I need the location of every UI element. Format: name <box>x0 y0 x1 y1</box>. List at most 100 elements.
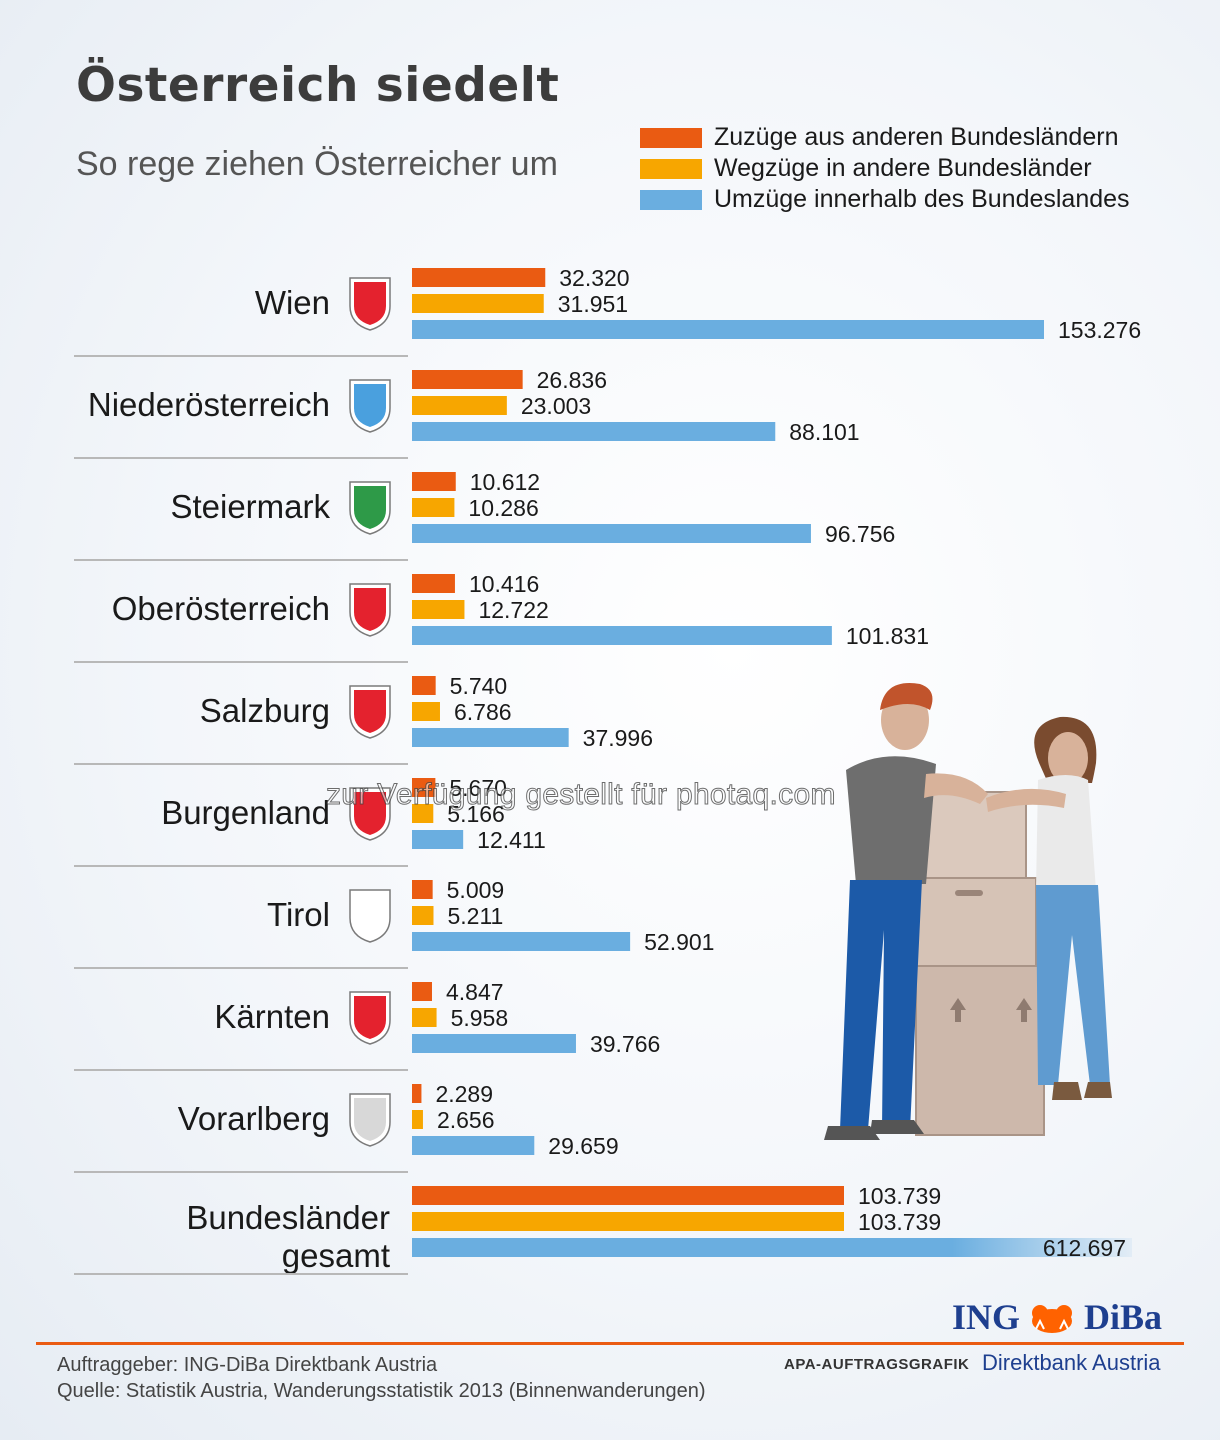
coat-of-arms-field <box>354 282 386 325</box>
coat-of-arms-field <box>354 588 386 631</box>
coat-of-arms-field <box>354 996 386 1039</box>
bar-wegzuege <box>412 1008 437 1027</box>
bank-name: Direktbank Austria <box>982 1350 1161 1375</box>
category-label: Steiermark <box>170 488 330 525</box>
legend-label-zuzuege: Zuzüge aus anderen Bundesländern <box>714 123 1119 151</box>
bar-zuzuege <box>412 1186 844 1205</box>
category-label: Salzburg <box>200 692 330 729</box>
legend-label-wegzuege: Wegzüge in andere Bundesländer <box>714 154 1092 182</box>
coat-of-arms-field <box>354 1098 386 1141</box>
bar-wegzuege <box>412 396 507 415</box>
apa-credit: APA-AUFTRAGSGRAFIK <box>784 1356 970 1373</box>
bar-umzuege <box>412 728 569 747</box>
coat-of-arms-field <box>354 792 386 835</box>
data-label-wegzuege: 10.286 <box>468 495 538 521</box>
category-label: Burgenland <box>161 794 330 831</box>
data-label-zuzuege: 2.289 <box>435 1081 493 1107</box>
bar-wegzuege <box>412 498 455 517</box>
bar-umzuege <box>412 1136 535 1155</box>
data-label-umzuege: 612.697 <box>1043 1235 1126 1261</box>
ing-diba-logo: ING DiBa <box>952 1296 1162 1338</box>
data-label-wegzuege: 23.003 <box>521 393 591 419</box>
data-label-zuzuege: 10.416 <box>469 571 539 597</box>
chart-subtitle: So rege ziehen Österreicher um <box>76 145 558 183</box>
data-label-wegzuege: 103.739 <box>858 1209 941 1235</box>
category-label: Vorarlberg <box>178 1100 330 1137</box>
bar-zuzuege <box>412 472 456 491</box>
bar-umzuege <box>412 830 464 849</box>
data-label-umzuege: 52.901 <box>644 929 714 955</box>
data-label-wegzuege: 31.951 <box>558 291 628 317</box>
legend-swatch-zuzuege <box>640 127 702 148</box>
category-label: gesamt <box>282 1237 390 1274</box>
data-label-umzuege: 37.996 <box>583 725 653 751</box>
lion-icon <box>1032 1305 1073 1333</box>
data-label-umzuege: 101.831 <box>846 623 929 649</box>
data-label-wegzuege: 12.722 <box>478 597 548 623</box>
bar-zuzuege <box>412 778 436 797</box>
data-label-zuzuege: 5.670 <box>449 775 507 801</box>
data-label-zuzuege: 4.847 <box>446 979 504 1005</box>
data-label-wegzuege: 5.211 <box>447 903 503 929</box>
bar-wegzuege <box>412 600 465 619</box>
coat-of-arms-field <box>354 690 386 733</box>
category-label: Oberösterreich <box>112 590 330 627</box>
bar-umzuege <box>412 932 631 951</box>
legend-swatch-umzuege <box>640 189 702 210</box>
bar-zuzuege <box>412 574 455 593</box>
data-label-zuzuege: 103.739 <box>858 1183 941 1209</box>
coat-of-arms-field <box>354 894 386 937</box>
bar-umzuege <box>412 626 832 645</box>
data-label-zuzuege: 26.836 <box>537 367 607 393</box>
data-label-umzuege: 153.276 <box>1058 317 1141 343</box>
category-label: Wien <box>255 284 330 321</box>
footer-divider <box>36 1342 1184 1345</box>
legend-item-umzuege: Umzüge innerhalb des Bundeslandes <box>640 184 1130 215</box>
bar-zuzuege <box>412 1084 422 1103</box>
category-label: Niederösterreich <box>88 386 330 423</box>
bar-umzuege <box>412 320 1044 339</box>
legend-swatch-wegzuege <box>640 158 702 179</box>
legend-label-umzuege: Umzüge innerhalb des Bundeslandes <box>714 185 1130 213</box>
category-label: Tirol <box>267 896 330 933</box>
data-label-zuzuege: 32.320 <box>559 265 629 291</box>
bar-wegzuege <box>412 906 434 925</box>
data-label-zuzuege: 10.612 <box>470 469 540 495</box>
chart-title: Österreich siedelt <box>76 58 560 113</box>
data-label-zuzuege: 5.009 <box>447 877 505 903</box>
moving-couple-illustration <box>824 683 1112 1140</box>
data-label-wegzuege: 2.656 <box>437 1107 495 1133</box>
data-label-umzuege: 29.659 <box>548 1133 618 1159</box>
logo-text-diba: DiBa <box>1084 1297 1163 1337</box>
bar-zuzuege <box>412 268 546 287</box>
data-label-umzuege: 12.411 <box>477 827 546 853</box>
coat-of-arms-field <box>354 384 386 427</box>
bar-umzuege <box>412 1238 1132 1257</box>
bar-zuzuege <box>412 370 523 389</box>
coat-of-arms-field <box>354 486 386 529</box>
bar-zuzuege <box>412 676 436 695</box>
footer-client: Auftraggeber: ING-DiBa Direktbank Austri… <box>57 1354 438 1376</box>
legend-item-zuzuege: Zuzüge aus anderen Bundesländern <box>640 122 1130 153</box>
logo-text-ing: ING <box>952 1297 1021 1337</box>
data-label-wegzuege: 5.166 <box>447 801 505 827</box>
data-label-wegzuege: 6.786 <box>454 699 512 725</box>
bar-umzuege <box>412 524 811 543</box>
data-label-umzuege: 39.766 <box>590 1031 660 1057</box>
bar-wegzuege <box>412 294 544 313</box>
bar-umzuege <box>412 1034 576 1053</box>
bar-umzuege <box>412 422 776 441</box>
watermark: zur Verfügung gestellt für photaq.com <box>326 778 836 812</box>
legend-item-wegzuege: Wegzüge in andere Bundesländer <box>640 153 1130 184</box>
bar-zuzuege <box>412 880 433 899</box>
data-label-umzuege: 88.101 <box>789 419 859 445</box>
bar-wegzuege <box>412 1110 423 1129</box>
data-label-umzuege: 96.756 <box>825 521 895 547</box>
footer-source: Quelle: Statistik Austria, Wanderungssta… <box>57 1380 706 1402</box>
legend: Zuzüge aus anderen Bundesländern Wegzüge… <box>640 122 1130 215</box>
category-label: Bundesländer <box>186 1199 390 1236</box>
bar-zuzuege <box>412 982 432 1001</box>
bar-wegzuege <box>412 702 440 721</box>
bar-wegzuege <box>412 804 434 823</box>
